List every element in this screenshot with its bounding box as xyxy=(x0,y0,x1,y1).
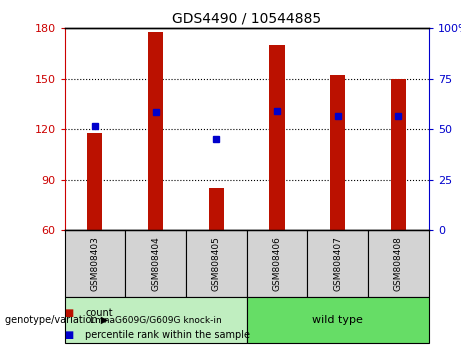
Bar xyxy=(247,230,307,297)
Text: GSM808408: GSM808408 xyxy=(394,236,403,291)
Title: GDS4490 / 10544885: GDS4490 / 10544885 xyxy=(172,12,321,26)
Bar xyxy=(247,297,429,343)
Bar xyxy=(269,45,284,230)
Bar xyxy=(148,32,163,230)
Bar xyxy=(65,297,247,343)
Text: GSM808405: GSM808405 xyxy=(212,236,221,291)
Text: percentile rank within the sample: percentile rank within the sample xyxy=(85,330,250,339)
Bar xyxy=(87,132,102,230)
Bar xyxy=(209,188,224,230)
Text: GSM808404: GSM808404 xyxy=(151,236,160,291)
Text: GSM808406: GSM808406 xyxy=(272,236,282,291)
Bar xyxy=(368,230,429,297)
Bar xyxy=(391,79,406,230)
Text: genotype/variation ▶: genotype/variation ▶ xyxy=(5,315,108,325)
Text: LmnaG609G/G609G knock-in: LmnaG609G/G609G knock-in xyxy=(90,316,221,325)
Bar xyxy=(186,230,247,297)
Bar xyxy=(125,230,186,297)
Text: GSM808407: GSM808407 xyxy=(333,236,342,291)
Bar xyxy=(330,75,345,230)
Text: ■: ■ xyxy=(65,308,74,318)
Bar xyxy=(65,230,125,297)
Text: GSM808403: GSM808403 xyxy=(90,236,100,291)
Text: count: count xyxy=(85,308,113,318)
Text: ■: ■ xyxy=(65,330,74,339)
Bar xyxy=(307,230,368,297)
Text: wild type: wild type xyxy=(312,315,363,325)
